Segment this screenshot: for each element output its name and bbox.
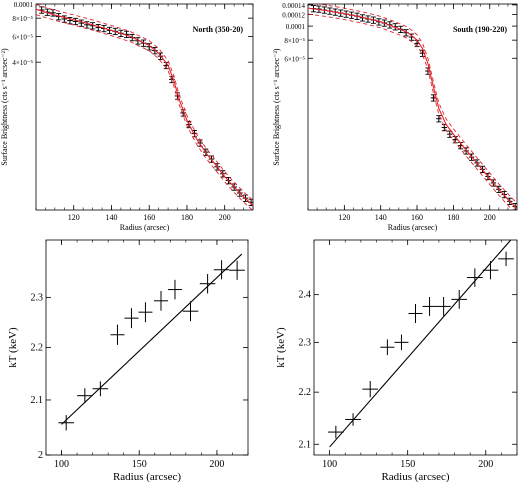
- plot-frame: [35, 3, 254, 211]
- x-axis-title: Radius (arcsec): [381, 471, 449, 482]
- chart-panel-bottom-left: 100 150 200 2 2.1 2.2 2.3 Radius (arcsec) kT (ke…: [7, 239, 249, 482]
- panel-annotation: North (350-20): [193, 25, 244, 34]
- data-point: [153, 291, 168, 311]
- x-tick-label: 200: [209, 459, 224, 470]
- y-tick-label: 8×10⁻⁵: [12, 15, 33, 23]
- y-tick-label: 0.0001: [286, 23, 306, 31]
- x-tick-label: 140: [375, 213, 387, 222]
- series-layer: [36, 4, 253, 210]
- model-upper-bound: [36, 4, 253, 201]
- data-point: [229, 260, 245, 280]
- x-tick-label: 100: [54, 459, 69, 470]
- data-point: [498, 251, 514, 267]
- data-point: [124, 308, 139, 329]
- x-axis-title: Radius (arcsec): [388, 223, 438, 232]
- x-tick-label: 120: [68, 213, 80, 222]
- series-layer: [328, 240, 514, 448]
- chart-panel-top-left: 120 140 160 180 200 0.0001 8×10⁻⁵ 6×10⁻⁵ 4×10⁻⁵ R…: [0, 1, 254, 232]
- data-point: [77, 388, 93, 404]
- y-axis-title: kT (keV): [7, 327, 19, 368]
- chart-panel-top-right: 120 140 160 180 200 0.00014 0.00012 0.0001 8×10⁻…: [272, 2, 518, 232]
- x-axis-title: Radius (arcsec): [113, 471, 181, 482]
- y-axis-title: Surface Brightness (cts s⁻¹ arcsec⁻²): [0, 48, 9, 166]
- y-tick-label: 2.1: [299, 439, 312, 450]
- data-point: [380, 339, 395, 356]
- data-point: [72, 17, 79, 26]
- plot-frame: [45, 239, 249, 456]
- plot-frame: [307, 3, 518, 211]
- x-tick-label: 160: [143, 213, 155, 222]
- x-tick-label: 120: [338, 213, 350, 222]
- y-tick-label: 2.2: [31, 343, 44, 354]
- y-tick-label: 2.4: [299, 290, 312, 301]
- data-point: [152, 47, 158, 55]
- model-lower-bound: [308, 13, 514, 210]
- data-point: [467, 268, 483, 287]
- x-tick-label: 180: [447, 213, 459, 222]
- y-tick-label: 0.0001: [14, 1, 34, 9]
- y-tick-label: 0.00014: [282, 2, 305, 10]
- y-tick-label: 4×10⁻⁵: [12, 59, 33, 67]
- data-point: [408, 304, 423, 324]
- model-line: [308, 7, 517, 210]
- model-upper-bound: [314, 4, 517, 204]
- x-tick-label: 200: [478, 459, 493, 470]
- data-point: [436, 297, 451, 316]
- data-point: [482, 261, 499, 280]
- data-point: [123, 30, 130, 39]
- y-tick-label: 2.3: [299, 337, 312, 348]
- y-tick-label: 2: [38, 450, 43, 461]
- model-line: [329, 240, 512, 448]
- y-tick-label: 6×10⁻⁵: [12, 33, 33, 41]
- x-tick-label: 100: [322, 459, 337, 470]
- plot-frame: [313, 239, 518, 456]
- data-point: [78, 19, 85, 27]
- data-point: [110, 324, 125, 345]
- x-tick-label: 200: [484, 213, 496, 222]
- data-point: [199, 274, 216, 294]
- x-axis-title: Radius (arcsec): [120, 223, 170, 232]
- x-tick-label: 150: [132, 459, 147, 470]
- data-point: [182, 301, 199, 322]
- data-point: [167, 279, 182, 300]
- data-point: [58, 415, 74, 431]
- data-point: [362, 381, 379, 398]
- series-layer: [58, 253, 245, 431]
- data-point: [92, 381, 109, 397]
- data-point: [394, 334, 409, 351]
- y-tick-label: 6×10⁻⁵: [284, 55, 305, 63]
- y-tick-label: 8×10⁻⁵: [284, 37, 305, 45]
- x-tick-label: 180: [181, 213, 193, 222]
- y-tick-label: 2.3: [31, 292, 44, 303]
- data-point: [328, 425, 344, 439]
- y-axis-title: kT (keV): [275, 327, 287, 368]
- data-point: [436, 115, 442, 123]
- x-tick-label: 160: [411, 213, 423, 222]
- data-point: [422, 297, 437, 316]
- series-layer: [308, 4, 517, 210]
- model-lower-bound: [36, 14, 253, 210]
- panel-annotation: South (190-220): [453, 25, 507, 34]
- model-line: [36, 8, 253, 206]
- x-tick-label: 200: [219, 213, 231, 222]
- y-tick-label: 2.1: [31, 395, 44, 406]
- y-axis-title: Surface Brightness (cts s⁻¹ arcsec⁻²): [272, 48, 281, 166]
- chart-panel-bottom-right: 100 150 200 2.1 2.2 2.3 2.4 Radius (arcsec) kT (…: [275, 239, 518, 482]
- data-point: [213, 260, 230, 280]
- data-point: [138, 302, 153, 323]
- data-point: [146, 43, 153, 51]
- y-tick-label: 0.00012: [282, 12, 305, 20]
- model-line: [61, 253, 243, 425]
- x-tick-label: 150: [400, 459, 415, 470]
- y-tick-label: 2.2: [299, 387, 312, 398]
- data-point: [242, 194, 249, 202]
- x-tick-label: 140: [105, 213, 117, 222]
